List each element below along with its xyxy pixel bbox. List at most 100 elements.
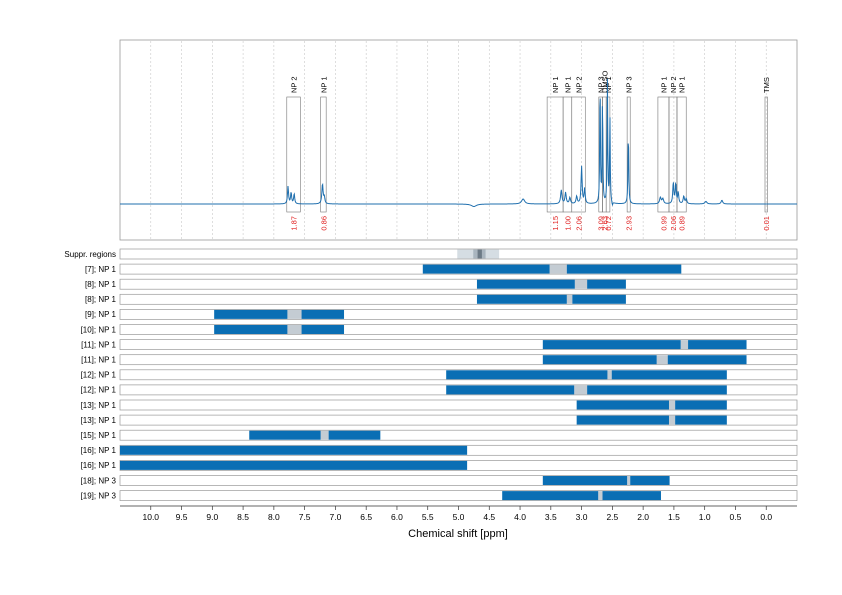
row-bar [576,400,669,410]
row-gap [287,325,302,334]
x-tick-label: 10.0 [142,512,159,522]
row-bar [688,340,747,350]
x-tick-label: 4.5 [483,512,495,522]
peak-label: NP 1 [678,76,687,93]
peak-region-box [626,96,631,213]
row-label: [12]; NP 1 [81,371,117,380]
peak-label: DMSO [600,70,609,93]
x-axis: 10.0 9.5 9.0 8.5 8.0 7.5 7.0 6.5 6.0 5.5 5.0 4.5 4.0… [120,505,797,522]
spectrum-frame [119,39,798,241]
x-tick-label: 3.0 [576,512,588,522]
row-frame [119,429,798,441]
row-gap [549,264,567,274]
row-bar [611,370,727,380]
x-tick-label: 9.5 [176,512,188,522]
peak-label: NP 1 [551,76,560,93]
row-frame [119,309,798,320]
row-gap [607,370,612,380]
x-axis-label: Chemical shift [ppm] [408,528,508,540]
x-tick-label: 1.0 [699,512,711,522]
x-tick-label: 8.0 [268,512,280,522]
row-label: [19]; NP 3 [81,491,117,500]
row-bar [542,340,681,350]
peak-label: NP 3 [597,76,606,93]
integral-value: 2.06 [669,216,678,231]
row-label: [18]; NP 3 [81,476,117,485]
row-bar [542,476,628,485]
row-label: [15]; NP 1 [81,431,117,440]
row-label: [7]; NP 1 [85,265,117,274]
integral-value: 2.93 [625,216,634,231]
peak-label: NP 2 [575,76,584,93]
x-tick-label: 5.5 [422,512,434,522]
row-label: [9]; NP 1 [85,310,117,319]
peak-label: NP 2 [290,76,299,93]
row-gap [598,491,603,501]
row-label: [10]; NP 1 [81,325,117,334]
row-gap [627,476,631,485]
row-gap [668,415,676,425]
x-tick-label: 8.5 [237,512,249,522]
integral-value: 0.99 [659,216,668,231]
x-tick-label: 1.5 [668,512,680,522]
row-frame [119,354,798,366]
row-gap [574,385,588,395]
peak-region-box [320,96,327,213]
row-bar [476,294,567,304]
integral-value: 1.15 [551,216,560,231]
row-bar [587,385,727,395]
x-tick-label: 6.0 [391,512,403,522]
row-bar [301,325,345,334]
row-bar [422,264,550,274]
row-gap [320,430,329,440]
peak-label: NP 1 [659,76,668,93]
x-tick-label: 3.5 [545,512,557,522]
integral-value: 1.87 [290,216,299,231]
peak-region-box [657,96,670,213]
integral-value: 2.06 [575,216,584,231]
row-gap [668,400,676,410]
row-bar [667,355,747,365]
row-bar [675,400,727,410]
peak-region-box [562,96,573,213]
row-frame [119,278,798,290]
row-frame [119,339,798,350]
row-bar [249,430,321,440]
row-label: [11]; NP 1 [81,356,116,365]
x-tick-label: 0.0 [760,512,772,522]
row-label: [8]; NP 1 [85,295,117,304]
spectrum-line [120,78,797,207]
row-bar [542,355,657,365]
row-bar [120,445,468,455]
peak-label: NP 2 [669,76,678,93]
row-bar [328,430,381,440]
row-bar [301,309,345,319]
row-frame [119,490,798,501]
x-tick-label: 6.5 [360,512,372,522]
integral-value: 2.63 [600,216,609,231]
row-frame [119,475,798,486]
peak-region-box [286,96,301,213]
row-label: [12]; NP 1 [81,386,117,395]
x-tick-label: 2.5 [606,512,618,522]
spectrum-panel: NP 2 1.87 NP 1 0.86 NP 1 1.15 NP 1 1.00 NP 2 2.06… [119,39,798,241]
row-bar [602,491,661,501]
grid-layer [150,41,767,239]
peak-label: NP 3 [625,76,634,93]
row-gap [656,355,668,365]
peak-label: NP 1 [604,76,613,93]
row-label: [8]; NP 1 [85,280,117,289]
row-frame [119,414,798,426]
x-tick-label: 4.0 [514,512,526,522]
row-bar [630,476,670,485]
suppressed-zone [477,249,482,259]
row-bar [476,279,575,289]
row-frame [119,399,798,411]
x-tick-label: 0.5 [730,512,742,522]
row-bar [566,264,682,274]
peak-label: NP 1 [319,76,328,93]
row-gap [680,340,689,350]
integral-value: 3.09 [597,216,606,231]
x-tick-label: 7.5 [299,512,311,522]
